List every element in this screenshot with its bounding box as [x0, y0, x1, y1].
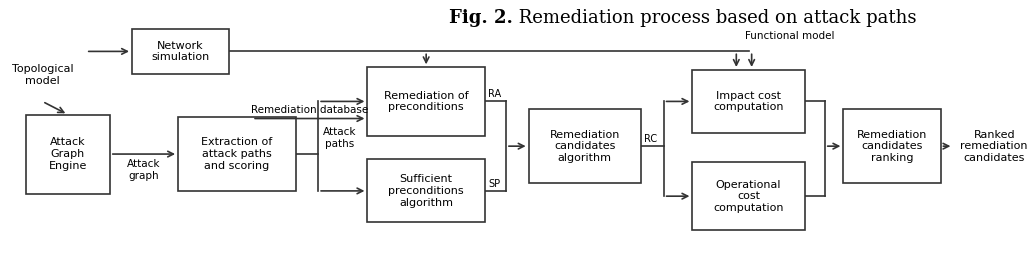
FancyBboxPatch shape — [26, 115, 110, 194]
FancyBboxPatch shape — [368, 159, 485, 222]
Text: Operational
cost
computation: Operational cost computation — [714, 180, 784, 213]
FancyBboxPatch shape — [843, 109, 941, 183]
Text: Ranked
remediation
candidates: Ranked remediation candidates — [960, 130, 1028, 163]
FancyBboxPatch shape — [178, 117, 295, 191]
Text: SP: SP — [488, 179, 500, 189]
Text: Attack
paths: Attack paths — [323, 127, 356, 149]
Text: Remediation
candidates
ranking: Remediation candidates ranking — [857, 130, 927, 163]
Text: RC: RC — [644, 134, 657, 144]
Text: Fig. 2.: Fig. 2. — [450, 9, 513, 27]
Text: Impact cost
computation: Impact cost computation — [714, 91, 784, 112]
Text: Extraction of
attack paths
and scoring: Extraction of attack paths and scoring — [201, 138, 272, 171]
Text: Remediation of
preconditions: Remediation of preconditions — [384, 91, 468, 112]
Text: RA: RA — [488, 89, 501, 99]
FancyBboxPatch shape — [692, 70, 805, 133]
Text: Topological
model: Topological model — [11, 64, 74, 86]
Text: Remediation process based on attack paths: Remediation process based on attack path… — [513, 9, 917, 27]
Text: Network
simulation: Network simulation — [151, 41, 209, 62]
Text: Functional model: Functional model — [745, 31, 834, 41]
Text: Remediation
candidates
algorithm: Remediation candidates algorithm — [550, 130, 620, 163]
Text: Remediation database: Remediation database — [251, 105, 369, 115]
FancyBboxPatch shape — [692, 162, 805, 230]
Text: Sufficient
preconditions
algorithm: Sufficient preconditions algorithm — [388, 174, 464, 207]
FancyBboxPatch shape — [528, 109, 641, 183]
Text: Attack
graph: Attack graph — [127, 159, 161, 181]
FancyBboxPatch shape — [132, 29, 229, 74]
FancyBboxPatch shape — [368, 67, 485, 136]
Text: Attack
Graph
Engine: Attack Graph Engine — [49, 138, 87, 171]
